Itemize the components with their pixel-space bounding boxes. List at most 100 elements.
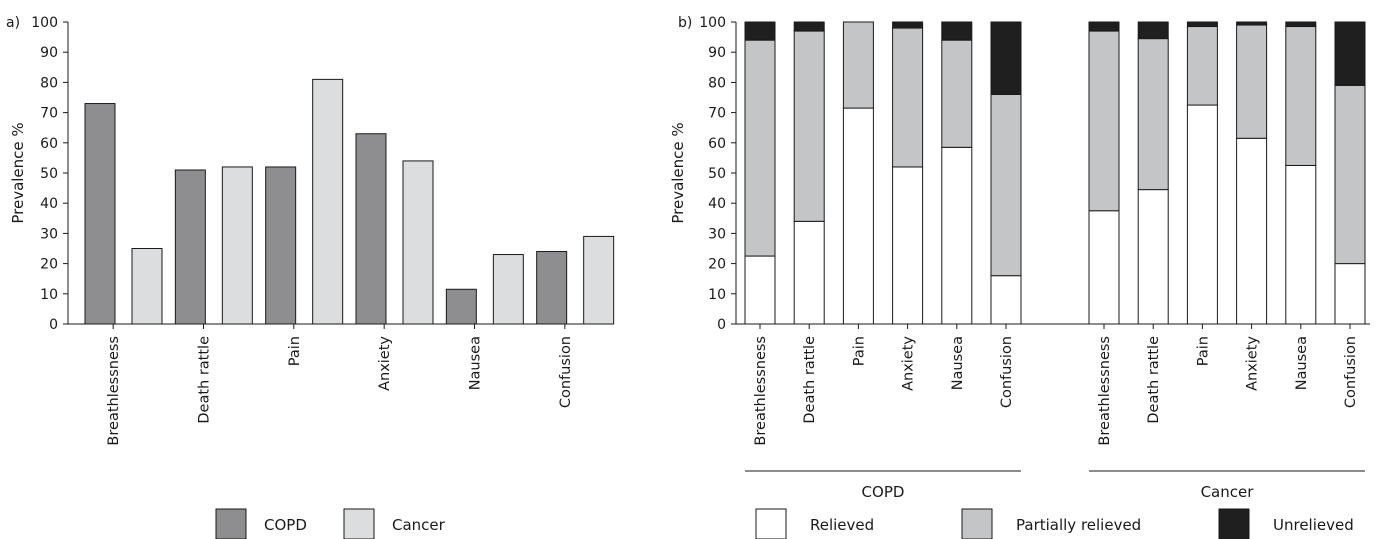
panel-a-x-tick-label: Pain — [287, 336, 303, 366]
panel-b-bar-cancer-breathlessness-unrelieved — [1088, 21, 1120, 32]
panel-a-y-tick-label: 20 — [40, 257, 58, 273]
panel-b-bar-cancer-anxiety-relieved — [1236, 137, 1268, 325]
panel-b-bar-cancer-anxiety-partially-relieved — [1236, 24, 1268, 139]
panel-b-bar-copd-nausea-unrelieved — [941, 21, 973, 41]
panel-b-bar-copd-confusion-unrelieved — [990, 21, 1022, 95]
panel-a-y-tick-label: 90 — [40, 45, 58, 61]
panel-a-y-tick-label: 70 — [40, 106, 58, 122]
panel-a-y-tick-label: 100 — [31, 15, 58, 31]
panel-a-y-tick-label: 60 — [40, 136, 58, 152]
panel-b-bar-cancer-pain-partially-relieved — [1186, 26, 1218, 106]
panel-b-bar-copd-pain-partially-relieved — [842, 21, 874, 109]
panel-b-bar-cancer-breathlessness-relieved — [1088, 210, 1120, 325]
panel-b-y-tick-label: 50 — [708, 166, 726, 182]
panel-b-bar-copd-anxiety-partially-relieved — [892, 27, 924, 168]
panel-b-bar-cancer-breathlessness-partially-relieved — [1088, 30, 1120, 212]
panel-a-y-tick-label: 0 — [49, 317, 58, 333]
panel-a-bar-copd-confusion — [536, 251, 568, 325]
panel-a-bar-cancer-nausea — [492, 254, 524, 325]
panel-b-bar-copd-confusion-partially-relieved — [990, 93, 1022, 277]
panel-a-x-tick-label: Confusion — [558, 336, 574, 408]
panel-a-chart: a) Prevalence % 0 10 20 30 40 50 60 70 80 90 100 Br… — [6, 15, 615, 539]
panel-b-x-tick-label: Confusion — [999, 336, 1015, 408]
panel-b-x-tick-label: Anxiety — [1245, 336, 1261, 391]
panel-b-bar-copd-anxiety-relieved — [892, 166, 924, 325]
panel-b-y-tick-label: 60 — [708, 136, 726, 152]
panel-b-bar-cancer-nausea-relieved — [1285, 164, 1317, 325]
panel-a-legend-label-cancer: Cancer — [392, 516, 446, 534]
panel-a-x-tick-label: Breathlessness — [106, 336, 122, 446]
panel-a-bar-cancer-death-rattle — [221, 166, 253, 325]
panel-b-bar-cancer-death-rattle-relieved — [1137, 189, 1169, 325]
panel-a-x-tick-label: Nausea — [468, 336, 484, 390]
panel-b-bar-copd-breathlessness-partially-relieved — [744, 39, 776, 257]
panel-a-legend-swatch-cancer — [343, 508, 375, 539]
panel-a-bar-cancer-pain — [312, 78, 344, 325]
panel-b-x-tick-label: Nausea — [1294, 336, 1310, 390]
panel-a-bar-cancer-breathlessness — [131, 248, 163, 325]
panel-b-legend-label-unrelieved: Unrelieved — [1273, 516, 1354, 534]
panel-b-x-tick-label: Nausea — [950, 336, 966, 390]
panel-b-bar-cancer-confusion-relieved — [1334, 263, 1366, 325]
panel-b-bar-cancer-anxiety-unrelieved — [1236, 21, 1268, 26]
panel-b-x-tick-label: Death rattle — [1146, 336, 1162, 424]
panel-a-x-tick-label: Death rattle — [197, 336, 213, 424]
panel-b-group-label-copd: COPD — [862, 483, 905, 501]
panel-b-bar-copd-anxiety-unrelieved — [892, 21, 924, 29]
panel-a-y-tick-label: 50 — [40, 166, 58, 182]
panel-a-bar-copd-nausea — [445, 288, 477, 325]
panel-b-bar-copd-breathlessness-relieved — [744, 255, 776, 325]
panel-b-y-tick-label: 0 — [717, 317, 726, 333]
panel-b-x-tick-label: Confusion — [1343, 336, 1359, 408]
panel-b-y-axis-title: Prevalence % — [669, 122, 687, 223]
panel-b-bar-copd-breathlessness-unrelieved — [744, 21, 776, 41]
panel-a-x-tick-label: Anxiety — [377, 336, 393, 391]
panel-b-legend-swatch-unrelieved — [1218, 508, 1250, 539]
panel-b-bar-cancer-nausea-partially-relieved — [1285, 26, 1317, 166]
panel-b-bar-copd-death-rattle-relieved — [793, 220, 825, 325]
panel-b-x-tick-label: Pain — [851, 336, 867, 366]
panel-a-legend-swatch-copd — [215, 508, 247, 539]
panel-b-y-tick-label: 90 — [708, 45, 726, 61]
panel-b-bar-cancer-pain-unrelieved — [1186, 21, 1218, 28]
panel-b-chart: b) Prevalence % 0 10 20 30 40 50 60 70 80 90 100 Br… — [669, 15, 1370, 539]
panel-b-bar-copd-confusion-relieved — [990, 275, 1022, 325]
panel-a-y-tick-label: 10 — [40, 287, 58, 303]
panel-b-label: b) — [678, 15, 692, 31]
panel-b-bar-copd-death-rattle-partially-relieved — [793, 30, 825, 222]
panel-a-legend-label-copd: COPD — [264, 516, 307, 534]
panel-b-x-tick-label: Breathlessness — [1097, 336, 1113, 446]
panel-b-bar-copd-pain-relieved — [842, 107, 874, 325]
panel-b-bar-cancer-confusion-unrelieved — [1334, 21, 1366, 86]
panel-a-bar-cancer-confusion — [583, 235, 615, 325]
panel-a-y-tick-label: 80 — [40, 75, 58, 91]
panel-b-legend-swatch-relieved — [755, 508, 787, 539]
panel-a-bar-cancer-anxiety — [402, 160, 434, 325]
panel-b-x-tick-label: Breathlessness — [753, 336, 769, 446]
panel-b-y-tick-label: 70 — [708, 106, 726, 122]
panel-b-bar-cancer-confusion-partially-relieved — [1334, 84, 1366, 265]
panel-b-y-tick-label: 20 — [708, 257, 726, 273]
panel-b-x-tick-label: Pain — [1195, 336, 1211, 366]
panel-b-y-tick-label: 100 — [699, 15, 726, 31]
panel-b-y-tick-label: 40 — [708, 196, 726, 212]
panel-b-group-label-cancer: Cancer — [1201, 483, 1255, 501]
panel-a-bar-copd-death-rattle — [174, 169, 206, 325]
panel-b-x-tick-label: Death rattle — [802, 336, 818, 424]
panel-a-y-tick-label: 40 — [40, 196, 58, 212]
panel-b-bar-cancer-death-rattle-unrelieved — [1137, 21, 1169, 40]
panel-b-bar-copd-nausea-partially-relieved — [941, 39, 973, 148]
panel-b-bar-copd-nausea-relieved — [941, 146, 973, 325]
panel-b-legend-swatch-partially-relieved — [961, 508, 993, 539]
panel-a-y-axis-title: Prevalence % — [9, 122, 27, 223]
panel-b-bar-cancer-pain-relieved — [1186, 104, 1218, 325]
panel-b-legend-label-partially-relieved: Partially relieved — [1016, 516, 1141, 534]
panel-b-y-tick-label: 80 — [708, 75, 726, 91]
panel-b-x-tick-label: Anxiety — [901, 336, 917, 391]
panel-a-label: a) — [6, 15, 20, 31]
panel-b-y-tick-label: 30 — [708, 226, 726, 242]
panel-b-y-tick-label: 10 — [708, 287, 726, 303]
panel-a-bar-copd-anxiety — [355, 133, 387, 325]
panel-a-y-tick-label: 30 — [40, 226, 58, 242]
